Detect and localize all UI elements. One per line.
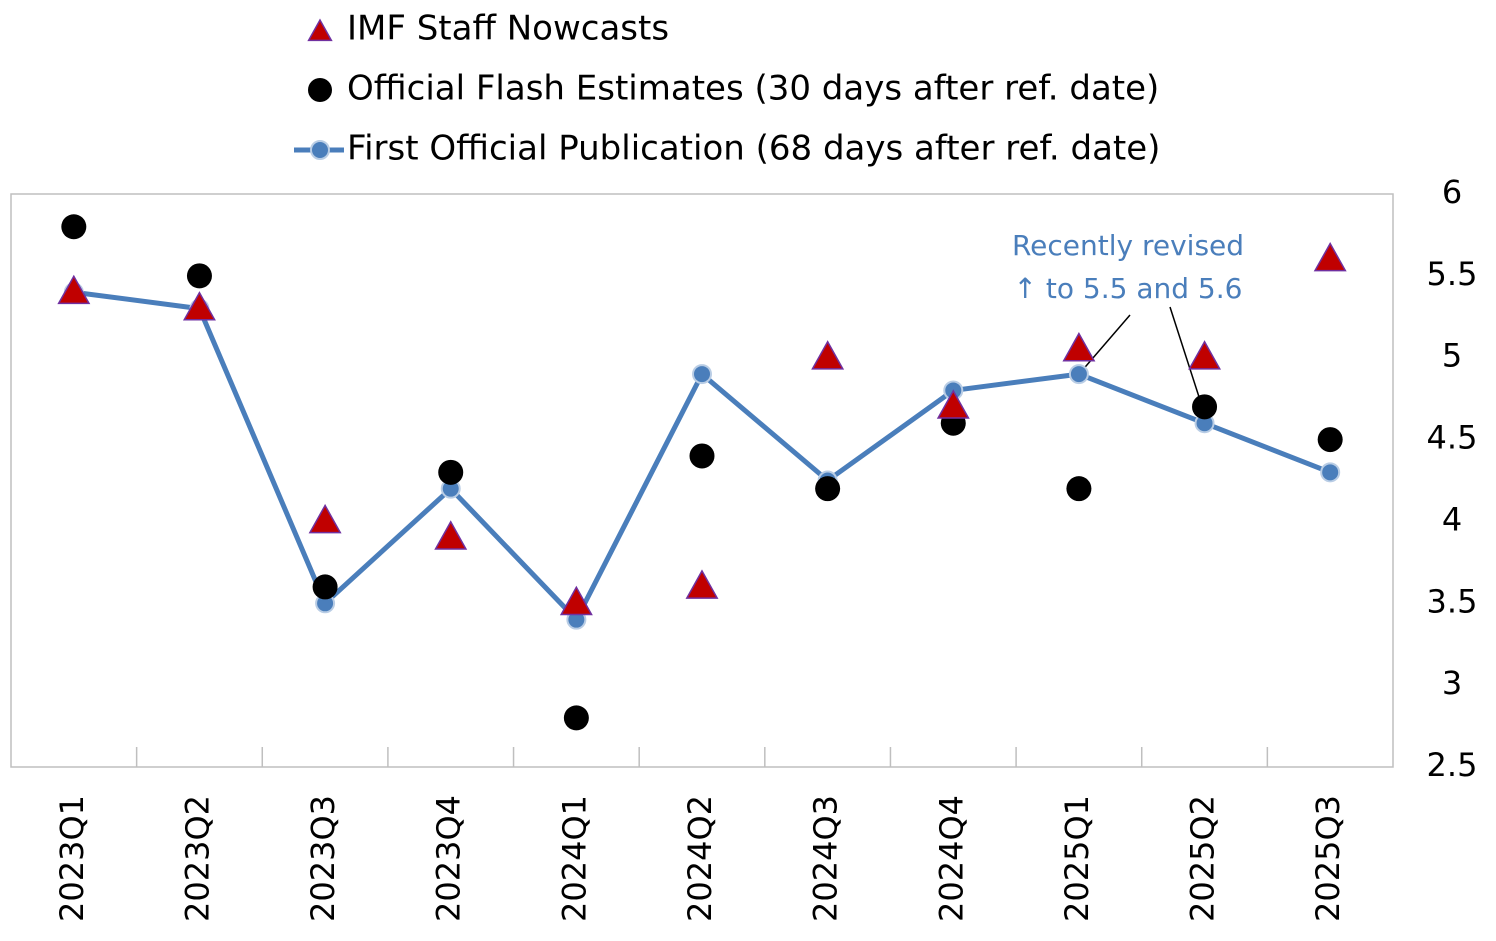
triangle-marker — [182, 291, 216, 321]
x-tick-label: 2024Q3 — [807, 795, 845, 922]
triangle-marker — [936, 389, 970, 419]
x-tick-label: 2025Q1 — [1058, 795, 1096, 922]
line-marker — [1068, 364, 1089, 385]
line-marker — [1320, 462, 1341, 483]
x-tick-label: 2023Q3 — [304, 795, 342, 922]
y-tick-label: 4 — [1442, 500, 1462, 538]
triangle-marker — [811, 340, 845, 370]
legend-marker — [310, 140, 330, 160]
circle-marker — [1317, 427, 1343, 453]
triangle-marker — [1062, 331, 1096, 362]
triangle-marker — [559, 585, 593, 616]
x-tick-label: 2023Q4 — [430, 795, 468, 922]
annotation: Recently revised — [1012, 229, 1244, 262]
legend-label: Official Flash Estimates (30 days after … — [347, 69, 1159, 109]
circle-marker — [186, 263, 212, 289]
annotation-leader — [1079, 314, 1131, 374]
annotation: ↑ to 5.5 and 5.6 — [1014, 272, 1243, 305]
circle-marker — [1066, 476, 1092, 502]
circle-marker — [312, 574, 338, 600]
legend-label: IMF Staff Nowcasts — [347, 9, 669, 49]
y-tick-label: 3 — [1442, 664, 1462, 702]
triangle-marker — [1188, 340, 1222, 370]
legend-label: First Official Publication (68 days afte… — [347, 129, 1160, 169]
line-marker — [692, 364, 712, 385]
y-tick-label: 4.5 — [1427, 419, 1478, 457]
triangle-marker — [685, 569, 719, 599]
y-tick-label: 5 — [1442, 337, 1462, 375]
circle-marker — [61, 214, 87, 240]
circle-marker — [815, 476, 841, 502]
x-tick-label: 2024Q1 — [555, 795, 593, 922]
legend-marker — [308, 78, 332, 102]
triangle-marker — [308, 503, 342, 534]
circle-marker — [438, 459, 464, 485]
y-tick-label: 6 — [1442, 173, 1462, 211]
triangle-marker — [57, 274, 91, 305]
triangle-marker — [1313, 241, 1347, 272]
circle-marker — [563, 705, 589, 731]
y-tick-label: 5.5 — [1427, 255, 1478, 293]
y-tick-label: 3.5 — [1427, 582, 1478, 620]
annotation-leader — [1169, 306, 1201, 401]
legend-marker — [307, 18, 333, 42]
circle-marker — [689, 443, 715, 469]
plot-area — [10, 193, 1394, 768]
circle-marker — [1192, 394, 1218, 420]
y-tick-label: 2.5 — [1427, 746, 1478, 784]
x-tick-label: 2023Q2 — [178, 795, 216, 922]
x-tick-label: 2023Q1 — [53, 795, 91, 922]
triangle-marker — [434, 520, 468, 550]
x-tick-label: 2024Q4 — [932, 795, 970, 922]
x-tick-label: 2025Q3 — [1309, 795, 1347, 922]
x-tick-label: 2024Q2 — [681, 795, 719, 922]
x-tick-label: 2025Q2 — [1184, 795, 1222, 922]
